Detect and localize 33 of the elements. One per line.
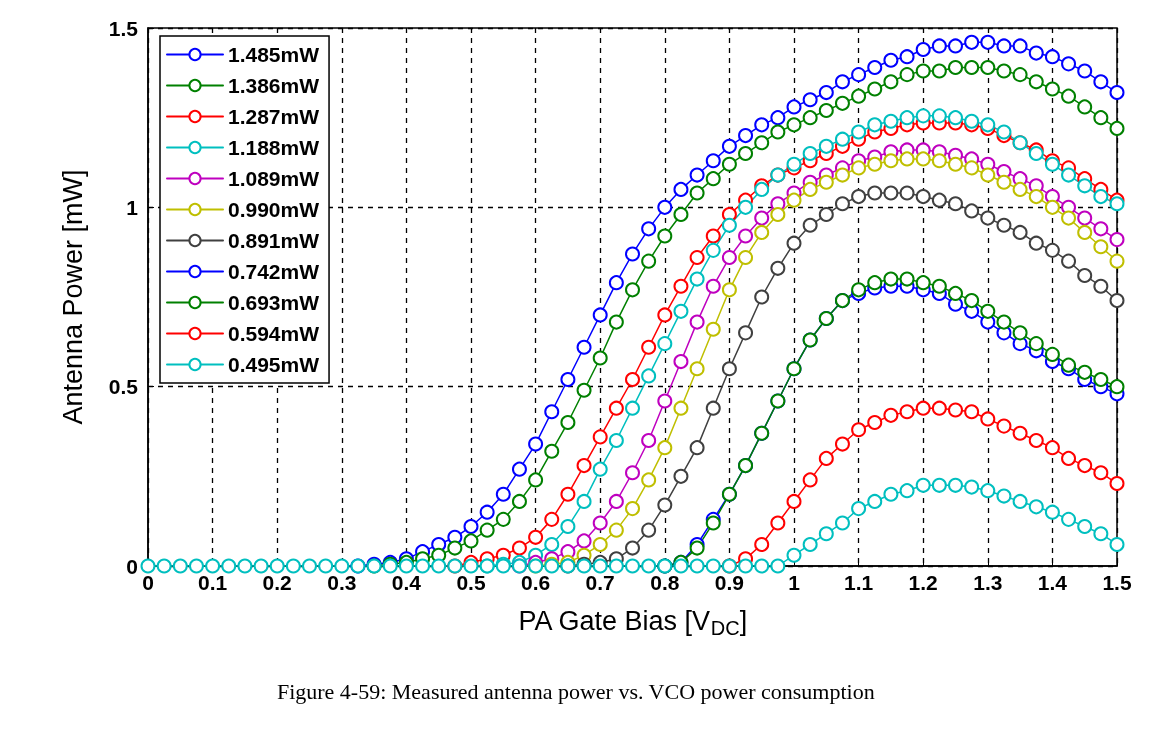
x-tick-label: 0.5 bbox=[456, 571, 486, 594]
x-tick-label: 0.1 bbox=[198, 571, 228, 594]
x-tick-label: 0.2 bbox=[262, 571, 292, 594]
x-tick-label: 0.3 bbox=[327, 571, 357, 594]
legend-label: 1.089mW bbox=[228, 167, 320, 190]
legend-label: 0.594mW bbox=[228, 322, 320, 345]
legend-label: 1.188mW bbox=[228, 136, 320, 159]
y-axis-title: Antenna Power [mW] bbox=[57, 169, 88, 425]
x-tick-label: 1 bbox=[788, 571, 801, 594]
x-tick-label: 0.4 bbox=[391, 571, 422, 594]
x-tick-label: 0.8 bbox=[650, 571, 680, 594]
y-tick-label: 0.5 bbox=[108, 375, 139, 399]
y-tick-label: 0 bbox=[126, 554, 138, 578]
x-tick-label: 1.3 bbox=[973, 571, 1003, 594]
x-tick-label: 1.1 bbox=[844, 571, 874, 594]
caption: Figure 4-59: Measured antenna power vs. VCO power consumption bbox=[276, 678, 875, 704]
legend-label: 0.742mW bbox=[228, 260, 320, 283]
x-tick-label: 1.2 bbox=[908, 571, 938, 594]
x-tick-label: 1.4 bbox=[1037, 571, 1068, 594]
legend-label: 0.891mW bbox=[228, 229, 320, 252]
legend-label: 0.693mW bbox=[228, 291, 320, 314]
x-tick-label: 0.9 bbox=[714, 571, 744, 594]
legend-label: 1.287mW bbox=[228, 105, 320, 128]
x-tick-label: 0.6 bbox=[521, 571, 551, 594]
x-tick-label: 1.5 bbox=[1102, 571, 1132, 594]
y-tick-label: 1 bbox=[126, 195, 139, 219]
x-tick-label: 0 bbox=[142, 571, 154, 594]
legend-label: 0.990mW bbox=[228, 198, 320, 221]
y-tick-label: 1.5 bbox=[108, 16, 139, 40]
x-tick-label: 0.7 bbox=[585, 571, 615, 594]
legend-label: 0.495mW bbox=[228, 353, 320, 376]
legend-label: 1.485mW bbox=[228, 43, 320, 66]
legend-label: 1.386mW bbox=[228, 74, 320, 97]
